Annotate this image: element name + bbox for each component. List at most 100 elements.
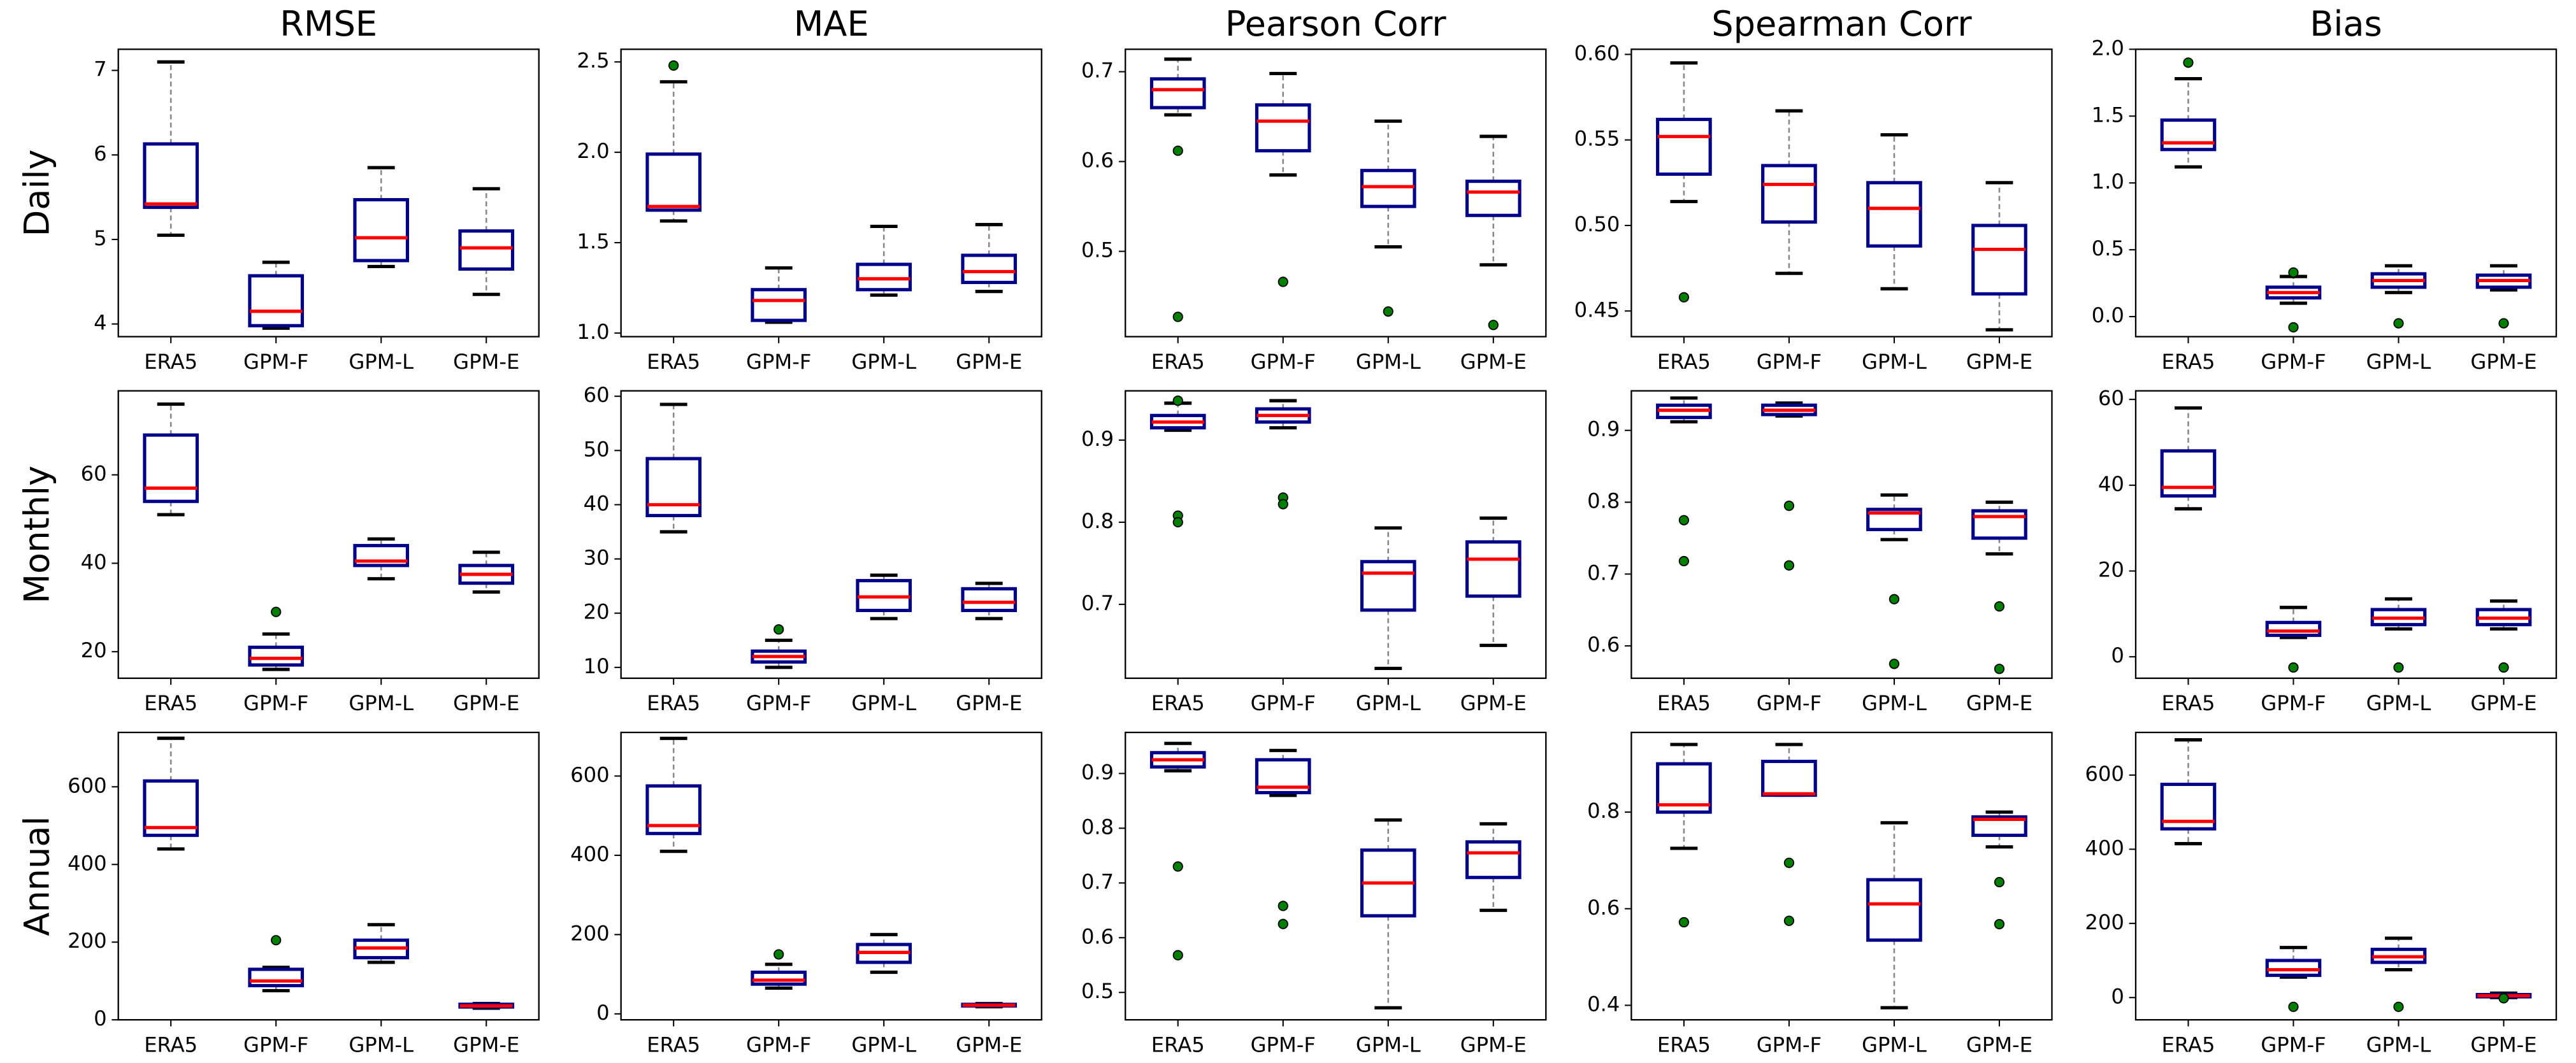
box: [1149, 77, 1206, 110]
plot-frame: [620, 48, 1042, 338]
x-tick-label: GPM-F: [243, 691, 308, 715]
y-tick-label: 5: [94, 226, 107, 250]
y-tick-label: 0.4: [1587, 992, 1620, 1016]
box: [1971, 509, 2027, 540]
x-tick-label: ERA5: [1657, 350, 1711, 374]
x-tick-label: ERA5: [1151, 691, 1205, 715]
y-tick-label: 0.45: [1574, 297, 1620, 322]
x-tick-label: GPM-F: [243, 350, 308, 374]
box: [961, 587, 1018, 613]
flier: [774, 949, 784, 960]
plot-frame: [620, 390, 1042, 680]
flier: [1994, 876, 2005, 888]
x-tick-label: GPM-L: [349, 350, 414, 374]
y-tick-label: 400: [68, 851, 107, 875]
flier: [1994, 601, 2005, 612]
box: [645, 152, 702, 212]
flier: [2288, 1001, 2299, 1012]
x-tick-label: ERA5: [2161, 350, 2215, 374]
y-tick-label: 600: [570, 762, 610, 787]
y-tick-label: 40: [2098, 472, 2124, 496]
panel: 0 20 40 60 ERA5 GPM-F GPM-L GPM-E: [2098, 386, 2558, 715]
panel-title: Spearman Corr: [1711, 4, 1972, 44]
x-tick-label: GPM-L: [1356, 1032, 1421, 1057]
box: [1360, 169, 1416, 208]
flier: [2393, 662, 2404, 673]
flier: [1172, 950, 1183, 960]
y-tick-label: 0.6: [1587, 632, 1620, 657]
plot-frame: [2134, 731, 2558, 1021]
x-tick-label: GPM-L: [1862, 691, 1927, 715]
x-tick-label: GPM-L: [2366, 691, 2431, 715]
y-tick-label: 60: [584, 383, 610, 407]
x-tick-label: GPM-E: [1966, 1032, 2033, 1057]
plot-frame: [1125, 48, 1547, 338]
flier: [774, 624, 784, 635]
flier: [271, 935, 282, 946]
x-tick-label: GPM-F: [1251, 1032, 1316, 1057]
x-tick-label: ERA5: [1151, 1032, 1205, 1057]
box: [1761, 759, 1817, 797]
y-tick-label: 0: [2111, 984, 2124, 1008]
panel-title: MAE: [794, 4, 869, 44]
x-tick-label: ERA5: [1151, 350, 1205, 374]
y-tick-label: 2.0: [2092, 36, 2124, 60]
x-tick-label: GPM-F: [746, 691, 811, 715]
box: [143, 779, 199, 838]
flier: [1678, 292, 1690, 303]
x-tick-label: GPM-E: [956, 1032, 1022, 1057]
y-tick-label: 40: [81, 550, 107, 574]
box: [1971, 224, 2027, 296]
box: [248, 645, 305, 667]
x-tick-label: GPM-E: [1460, 1032, 1527, 1057]
y-tick-label: 50: [584, 437, 610, 461]
panel: MAE 1.0 1.5 2.0 2.5 ERA5 GPM-F GPM-L GPM-E: [577, 4, 1042, 374]
box: [645, 784, 702, 836]
y-tick-label: 0.8: [1081, 815, 1114, 839]
y-tick-label: 0.9: [1081, 760, 1114, 784]
y-tick-label: 0.55: [1574, 127, 1620, 151]
plot-frame: [1630, 731, 2053, 1021]
panel: Annual 0 200 400 600 ERA5 GPM-F GPM-L GPM-E: [17, 731, 540, 1057]
y-tick-label: 6: [94, 141, 107, 166]
y-tick-label: 1.0: [2092, 169, 2124, 194]
y-tick-label: 400: [2085, 836, 2124, 860]
flier: [2288, 322, 2299, 333]
plot-frame: [117, 48, 540, 338]
box: [856, 262, 912, 292]
box: [1971, 815, 2027, 838]
x-tick-label: GPM-F: [1251, 350, 1316, 374]
flier: [2498, 662, 2509, 673]
flier: [2393, 318, 2404, 329]
flier: [1172, 145, 1183, 156]
flier: [2183, 57, 2194, 68]
box: [2160, 118, 2217, 152]
flier: [2498, 318, 2509, 329]
y-tick-label: 200: [2085, 910, 2124, 934]
flier: [2498, 993, 2509, 1004]
panel: Monthly 20 40 60 ERA5 GPM-F GPM-L GPM-E: [17, 390, 540, 715]
x-tick-label: GPM-F: [1757, 1032, 1822, 1057]
box: [2265, 620, 2322, 638]
box: [1465, 540, 1522, 598]
plot-frame: [117, 390, 540, 680]
box: [1360, 560, 1416, 612]
y-tick-label: 0.8: [1081, 509, 1114, 533]
box: [458, 229, 515, 271]
y-tick-label: 0.5: [2092, 236, 2124, 260]
flier: [1783, 560, 1795, 571]
y-tick-label: 400: [570, 842, 610, 866]
y-tick-label: 0: [94, 1006, 107, 1031]
x-tick-label: GPM-E: [2470, 1032, 2536, 1057]
flier: [1277, 276, 1288, 287]
box: [1465, 180, 1522, 217]
box: [645, 457, 702, 518]
y-tick-label: 20: [81, 638, 107, 662]
x-tick-label: GPM-F: [2261, 1032, 2326, 1057]
flier: [1277, 499, 1288, 510]
x-tick-label: GPM-L: [851, 691, 916, 715]
x-tick-label: ERA5: [1657, 691, 1711, 715]
y-tick-label: 0.9: [1081, 427, 1114, 451]
x-tick-label: GPM-F: [1757, 350, 1822, 374]
